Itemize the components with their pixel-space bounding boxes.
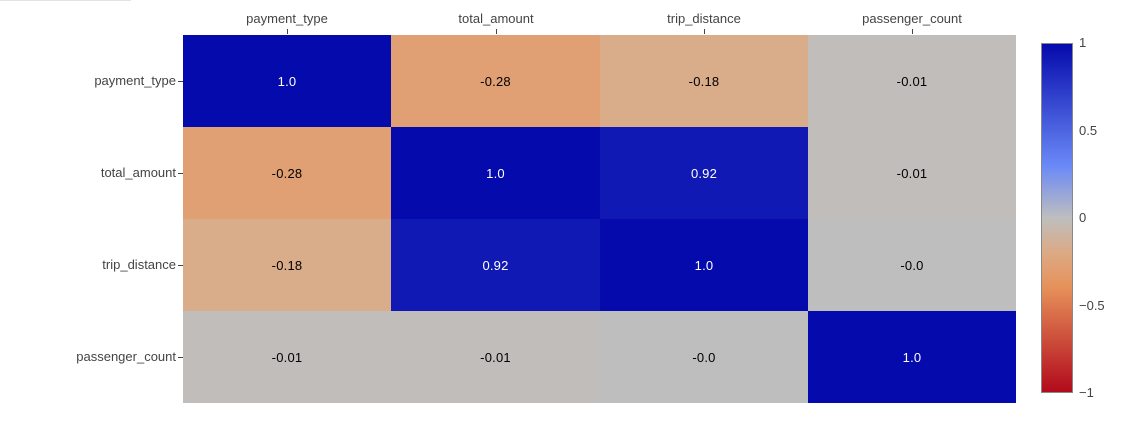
y-axis-tick [178,357,183,358]
heatmap-cell[interactable]: 1.0 [600,219,808,311]
colorbar-gradient [1042,44,1072,392]
heatmap-cell[interactable]: -0.01 [808,127,1016,219]
y-axis-tick [178,173,183,174]
heatmap-cell[interactable]: -0.01 [183,311,391,403]
heatmap-cell[interactable]: 1.0 [808,311,1016,403]
heatmap-cell[interactable]: -0.01 [391,311,600,403]
x-axis-label: trip_distance [667,11,741,26]
y-axis-label: passenger_count [76,349,176,364]
colorbar-tick-label: 1 [1079,35,1087,50]
heatmap-cell[interactable]: 0.92 [600,127,808,219]
top-left-divider [0,0,131,1]
heatmap-cell[interactable]: 0.92 [391,219,600,311]
heatmap-cell[interactable]: -0.18 [600,35,808,127]
x-axis-label: passenger_count [862,11,962,26]
x-axis-tick [496,29,497,34]
colorbar-tick-label: 0.5 [1079,123,1098,138]
colorbar-tick-label: 0 [1079,210,1087,225]
colorbar-tick-label: −0.5 [1079,298,1105,313]
y-axis-label: total_amount [100,165,176,180]
heatmap-cell[interactable]: -0.28 [391,35,600,127]
colorbar-tick-label: −1 [1079,385,1094,400]
y-axis-label: trip_distance [102,257,176,272]
x-axis-tick [287,29,288,34]
x-axis-tick [912,29,913,34]
x-axis-label: payment_type [246,11,328,26]
y-axis-label: payment_type [94,73,176,88]
heatmap-grid: 1.0 -0.28 -0.18 -0.01 -0.28 1.0 0.92 -0.01 -0.18… [183,35,1016,403]
heatmap-cell[interactable]: -0.01 [808,35,1016,127]
heatmap-cell[interactable]: 1.0 [391,127,600,219]
heatmap-cell[interactable]: -0.18 [183,219,391,311]
heatmap-cell[interactable]: -0.28 [183,127,391,219]
colorbar [1041,43,1073,393]
x-axis-tick [704,29,705,34]
x-axis-label: total_amount [458,11,534,26]
y-axis-tick [178,265,183,266]
heatmap-cell[interactable]: -0.0 [600,311,808,403]
heatmap-cell[interactable]: -0.0 [808,219,1016,311]
y-axis-tick [178,81,183,82]
heatmap-cell[interactable]: 1.0 [183,35,391,127]
